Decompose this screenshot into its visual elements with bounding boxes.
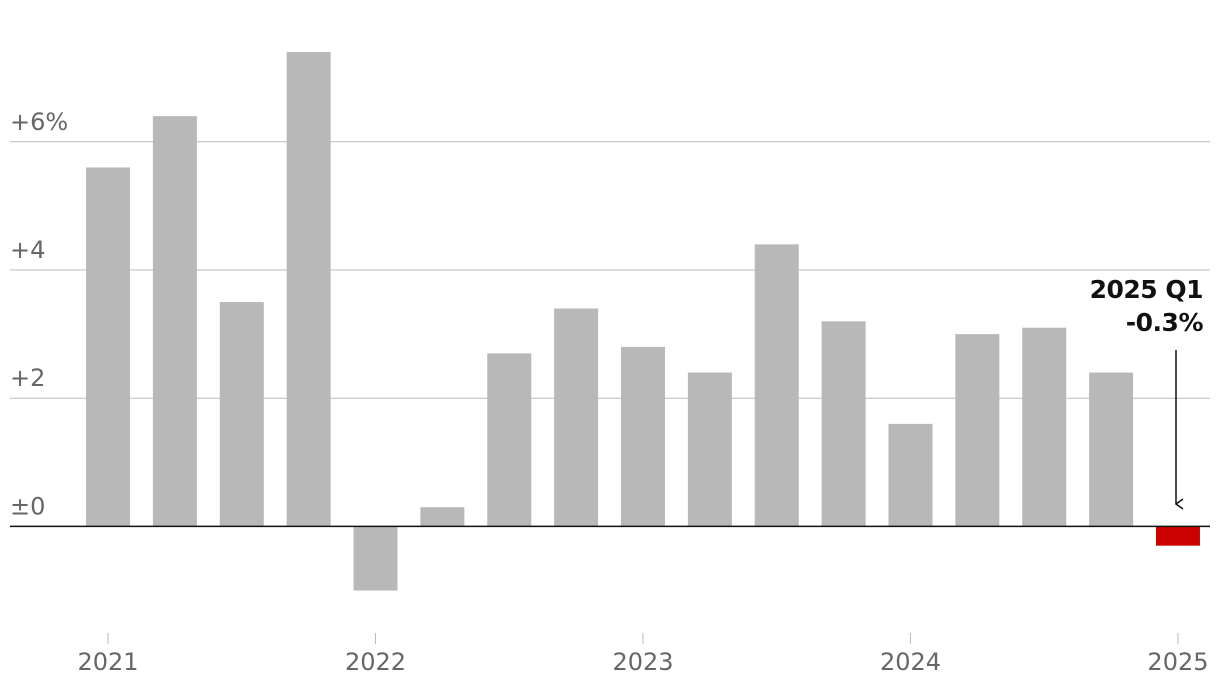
bar	[621, 346, 665, 527]
bar	[420, 507, 465, 527]
bar	[955, 334, 1000, 527]
annotation-label: 2025 Q1	[1090, 275, 1203, 304]
bar	[687, 372, 732, 527]
y-tick-label: +2	[10, 364, 45, 392]
x-tick-label: 2023	[612, 648, 673, 676]
bar	[1155, 526, 1200, 546]
y-tick-label: +4	[10, 236, 45, 264]
bar	[152, 116, 197, 527]
annotation-value: -0.3%	[1126, 308, 1204, 337]
y-tick-label: ±0	[10, 492, 45, 520]
bar	[1022, 327, 1067, 527]
x-tick-label: 2021	[77, 648, 138, 676]
bar	[487, 353, 532, 527]
bar	[286, 52, 331, 527]
bar	[821, 321, 866, 527]
bar	[353, 526, 398, 591]
x-tick-label: 2022	[345, 648, 406, 676]
axis: 2021 2022 2023 2024 2025	[10, 525, 1210, 676]
x-tick-label: 2025	[1147, 648, 1208, 676]
y-tick-label: +6%	[10, 108, 68, 136]
grid: ±0 +2 +4 +6%	[10, 108, 1210, 520]
bar	[754, 244, 799, 527]
x-tick-label: 2024	[880, 648, 941, 676]
bar	[888, 423, 933, 527]
bar	[1089, 372, 1134, 527]
bars	[86, 52, 1200, 591]
bar	[86, 167, 131, 527]
bar	[219, 302, 264, 527]
bar	[554, 308, 599, 527]
